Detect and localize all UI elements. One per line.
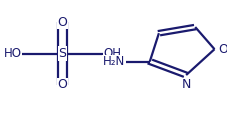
Text: N: N xyxy=(181,78,191,91)
Text: O: O xyxy=(218,43,227,56)
Text: O: O xyxy=(57,78,67,91)
Text: S: S xyxy=(58,47,67,60)
Text: O: O xyxy=(57,16,67,29)
Text: OH: OH xyxy=(103,47,121,60)
Text: H₂N: H₂N xyxy=(103,55,125,68)
Text: HO: HO xyxy=(3,47,22,60)
